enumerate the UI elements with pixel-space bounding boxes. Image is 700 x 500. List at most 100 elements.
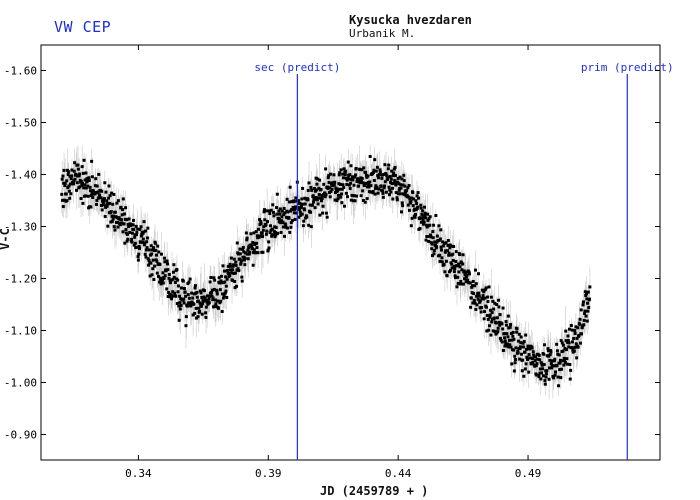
data-point (213, 278, 217, 282)
data-point (486, 317, 490, 321)
data-point (356, 184, 360, 188)
data-point (473, 301, 477, 305)
data-point (345, 182, 349, 186)
data-point (209, 275, 213, 279)
star-title: VW CEP (54, 18, 112, 36)
x-tick-label: 0.39 (255, 467, 282, 480)
data-point (245, 238, 249, 242)
data-point (340, 201, 344, 205)
data-point (317, 186, 321, 190)
data-point (65, 179, 69, 183)
data-point (162, 276, 166, 280)
data-point (321, 211, 325, 215)
data-point (208, 280, 212, 284)
data-point (106, 224, 110, 228)
data-point (105, 204, 109, 208)
y-tick-label: -0.90 (4, 429, 37, 442)
data-point (287, 200, 291, 204)
data-point (517, 339, 521, 343)
data-point (235, 241, 239, 245)
data-point (62, 181, 66, 185)
data-point (153, 241, 157, 245)
data-point (449, 268, 453, 272)
data-point (563, 346, 567, 350)
data-point (454, 250, 458, 254)
data-point (184, 315, 188, 319)
data-point (362, 166, 366, 170)
data-point (236, 252, 240, 256)
data-point (319, 196, 323, 200)
data-point (520, 369, 524, 373)
data-point (116, 220, 120, 224)
data-point (490, 320, 494, 324)
data-point (413, 207, 417, 211)
data-point (255, 246, 259, 250)
data-point (235, 284, 239, 288)
data-point (237, 269, 241, 273)
data-point (90, 175, 94, 179)
data-point (546, 349, 550, 353)
data-point (150, 248, 154, 252)
data-point (361, 181, 365, 185)
data-point (126, 237, 130, 241)
data-point (454, 260, 458, 264)
data-point (292, 211, 296, 215)
data-point (278, 218, 282, 222)
data-point (184, 324, 188, 328)
data-point (277, 220, 281, 224)
data-point (276, 231, 280, 235)
data-point (107, 196, 111, 200)
data-point (475, 293, 479, 297)
data-point (177, 318, 181, 322)
data-point (212, 305, 216, 309)
data-point (478, 299, 482, 303)
data-point (262, 225, 266, 229)
data-point (461, 262, 465, 266)
data-point (582, 323, 586, 327)
data-point (514, 346, 518, 350)
data-point (380, 176, 384, 180)
data-point (566, 339, 570, 343)
data-point (199, 304, 203, 308)
data-point (506, 342, 510, 346)
data-point (141, 237, 145, 241)
data-point (112, 225, 116, 229)
data-point (274, 233, 278, 237)
data-point (487, 324, 491, 328)
data-point (363, 184, 367, 188)
data-point (509, 323, 513, 327)
data-point (198, 289, 202, 293)
data-point (202, 289, 206, 293)
data-point (373, 192, 377, 196)
data-point (542, 352, 546, 356)
data-point (345, 178, 349, 182)
data-point (365, 197, 369, 201)
data-point (586, 309, 590, 313)
data-point (301, 224, 305, 228)
data-point (396, 192, 400, 196)
data-point (152, 278, 156, 282)
data-point (456, 275, 460, 279)
data-point (161, 281, 165, 285)
data-point (484, 286, 488, 290)
data-point (563, 361, 567, 365)
data-point (453, 276, 457, 280)
data-point (431, 230, 435, 234)
data-point (275, 205, 279, 209)
data-point (343, 173, 347, 177)
data-point (342, 167, 346, 171)
data-point (129, 222, 133, 226)
data-point (244, 231, 248, 235)
data-point (301, 186, 305, 190)
data-point (284, 225, 288, 229)
data-point (223, 291, 227, 295)
data-point (571, 348, 575, 352)
data-point (428, 215, 432, 219)
data-point (168, 278, 172, 282)
data-point (252, 231, 256, 235)
data-point (384, 172, 388, 176)
data-point (190, 291, 194, 295)
data-point (480, 305, 484, 309)
data-point (421, 209, 425, 213)
